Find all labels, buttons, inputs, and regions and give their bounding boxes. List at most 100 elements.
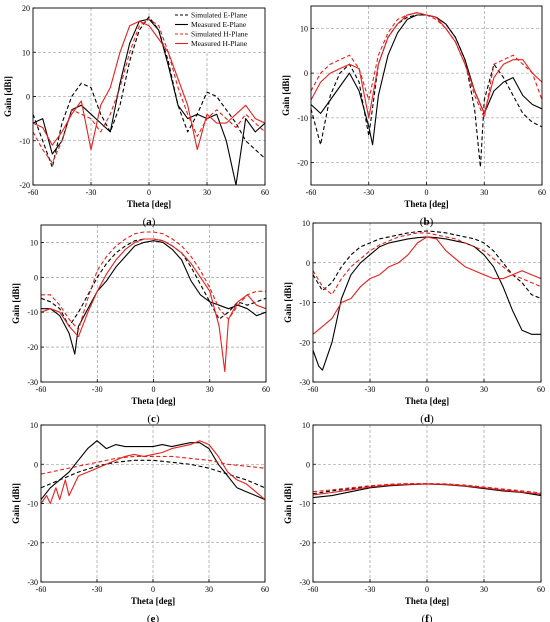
y-tick-label: 0 [304, 69, 308, 78]
y-axis-label: Gain [dBi] [283, 282, 293, 323]
y-tick-label: -10 [27, 308, 38, 317]
panel-label-close: ) [430, 216, 434, 228]
panel-label-close: ) [152, 216, 156, 228]
series-line-3 [41, 455, 265, 475]
panel-label: (e) [147, 613, 160, 622]
legend-entry-3: Simulated H-Plane [191, 30, 249, 39]
series-line-4 [41, 440, 265, 505]
y-tick-label: -20 [299, 338, 310, 347]
panel-label-letter: a [146, 216, 152, 228]
x-axis-label: Theta [deg] [127, 199, 171, 209]
panel-label-open: ( [147, 613, 151, 622]
x-tick-label: 0 [425, 188, 429, 197]
x-tick-label: -30 [363, 188, 374, 197]
panel-label: (b) [420, 216, 434, 228]
panel-label-open: ( [420, 216, 424, 228]
y-tick-label: 10 [30, 238, 38, 247]
panel-label-open: ( [143, 216, 147, 228]
y-axis-label: Gain [dBi] [283, 483, 293, 524]
x-tick-label: 0 [425, 385, 429, 394]
y-tick-label: 0 [306, 259, 310, 268]
series-line-3 [313, 232, 541, 296]
x-tick-label: -60 [308, 585, 319, 594]
y-tick-label: 0 [26, 93, 30, 102]
x-tick-label: 0 [425, 585, 429, 594]
x-tick-label: 60 [261, 585, 269, 594]
y-axis-label: Gain [dBi] [3, 76, 13, 117]
y-axis-label: Gain [dBi] [11, 483, 21, 524]
x-axis-label: Theta [deg] [405, 396, 449, 406]
x-tick-label: 0 [147, 188, 151, 197]
series-line-4 [41, 238, 266, 373]
y-tick-label: -10 [19, 137, 30, 146]
x-tick-label: -30 [365, 385, 376, 394]
panel-label-letter: b [423, 216, 429, 228]
y-tick-label: 10 [22, 48, 30, 57]
y-tick-label: -30 [299, 378, 310, 387]
panel-label: (f) [421, 613, 432, 622]
x-tick-label: -30 [92, 385, 103, 394]
panel-label-letter: d [424, 413, 430, 425]
x-tick-label: 30 [205, 585, 213, 594]
panel-label-letter: e [151, 613, 156, 622]
x-tick-label: -60 [36, 585, 47, 594]
y-tick-label: -20 [19, 181, 30, 190]
panel-label-close: ) [155, 613, 159, 622]
x-tick-label: 30 [480, 188, 488, 197]
x-axis-label: Theta [deg] [131, 596, 175, 606]
x-tick-label: -60 [306, 188, 317, 197]
y-tick-label: 0 [34, 460, 38, 469]
series-line-1 [33, 16, 265, 168]
legend-entry-2: Measured E-Plane [191, 20, 247, 29]
x-axis-label: Theta [deg] [131, 396, 175, 406]
x-tick-label: -60 [28, 188, 39, 197]
y-tick-label: -20 [27, 343, 38, 352]
series-line-2 [41, 440, 265, 501]
series-line-4 [313, 236, 541, 335]
x-tick-label: -60 [36, 385, 47, 394]
panel-label-open: ( [420, 413, 424, 425]
y-tick-label: 10 [300, 24, 308, 33]
y-tick-label: 10 [302, 219, 310, 228]
panel-label: (d) [420, 413, 434, 425]
panel-label: (a) [143, 216, 156, 228]
series-line-1 [313, 230, 541, 300]
y-axis-label: Gain [dBi] [11, 283, 21, 324]
x-tick-label: 30 [480, 585, 488, 594]
y-tick-label: -20 [27, 539, 38, 548]
plot-frame [40, 224, 267, 383]
x-axis-label: Theta [deg] [405, 596, 449, 606]
y-tick-label: -10 [299, 500, 310, 509]
y-tick-label: -30 [299, 578, 310, 587]
x-tick-label: 60 [538, 188, 546, 197]
y-tick-label: 0 [306, 460, 310, 469]
panel-label-close: ) [156, 413, 160, 425]
panel-label-letter: f [425, 613, 429, 622]
series-line-4 [311, 12, 542, 119]
x-tick-label: 30 [206, 385, 214, 394]
series-line-2 [313, 236, 541, 371]
y-axis-label: Gain [dBi] [281, 75, 291, 116]
y-tick-label: 10 [30, 421, 38, 430]
x-tick-label: 60 [261, 188, 269, 197]
x-tick-label: -30 [86, 188, 97, 197]
y-tick-label: -10 [297, 114, 308, 123]
panel-label-close: ) [430, 413, 434, 425]
x-tick-label: 60 [537, 385, 545, 394]
y-tick-label: 10 [302, 421, 310, 430]
x-axis-label: Theta [deg] [404, 199, 448, 209]
x-tick-label: 30 [203, 188, 211, 197]
y-tick-label: -20 [297, 159, 308, 168]
x-tick-label: -60 [308, 385, 319, 394]
y-tick-label: -30 [27, 578, 38, 587]
x-tick-label: -30 [92, 585, 103, 594]
series-line-4 [33, 20, 265, 151]
y-tick-label: -30 [27, 378, 38, 387]
panel-label-open: ( [147, 413, 151, 425]
